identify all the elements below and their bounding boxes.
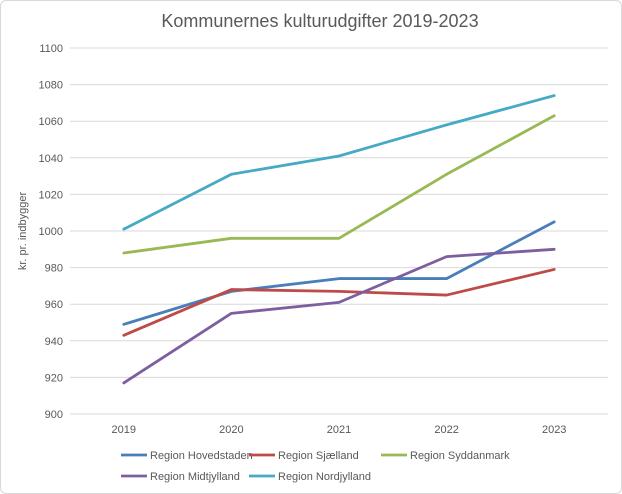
y-tick-label: 1020 — [39, 189, 63, 201]
y-tick-label: 1040 — [39, 153, 63, 165]
legend-item: Region Midtjylland — [121, 471, 240, 483]
y-tick-label: 960 — [45, 299, 63, 311]
legend-label: Region Hovedstaden — [150, 450, 253, 462]
y-tick-label: 1060 — [39, 116, 63, 128]
legend-label: Region Nordjylland — [278, 471, 371, 483]
x-tick-label: 2023 — [542, 424, 566, 436]
x-tick-label: 2022 — [434, 424, 458, 436]
x-tick-label: 2019 — [112, 424, 136, 436]
legend-item: Region Nordjylland — [249, 471, 371, 483]
series-line-region-midtjylland — [122, 247, 556, 385]
y-tick-label: 1100 — [39, 43, 63, 55]
y-tick-label: 900 — [45, 409, 63, 421]
y-tick-label: 920 — [45, 372, 63, 384]
y-tick-label: 1000 — [39, 226, 63, 238]
legend-label: Region Syddanmark — [410, 450, 510, 462]
y-tick-label: 940 — [45, 336, 63, 348]
x-tick-label: 2020 — [219, 424, 243, 436]
legend-label: Region Sjælland — [278, 450, 359, 462]
y-axis-label: kr. pr. indbygger — [17, 192, 29, 271]
chart-title: Kommunernes kulturudgifter 2019-2023 — [161, 11, 478, 31]
x-tick-label: 2021 — [327, 424, 351, 436]
series-line-region-syddanmark — [122, 114, 556, 255]
legend-label: Region Midtjylland — [150, 471, 240, 483]
series-line-region-nordjylland — [122, 94, 556, 231]
legend-item: Region Syddanmark — [381, 450, 510, 462]
legend-item: Region Sjælland — [249, 450, 359, 462]
y-tick-label: 1080 — [39, 80, 63, 92]
legend-item: Region Hovedstaden — [121, 450, 253, 462]
y-tick-label: 980 — [45, 263, 63, 275]
series-line-region-sjælland — [122, 268, 556, 337]
series-line-region-hovedstaden — [122, 220, 556, 326]
